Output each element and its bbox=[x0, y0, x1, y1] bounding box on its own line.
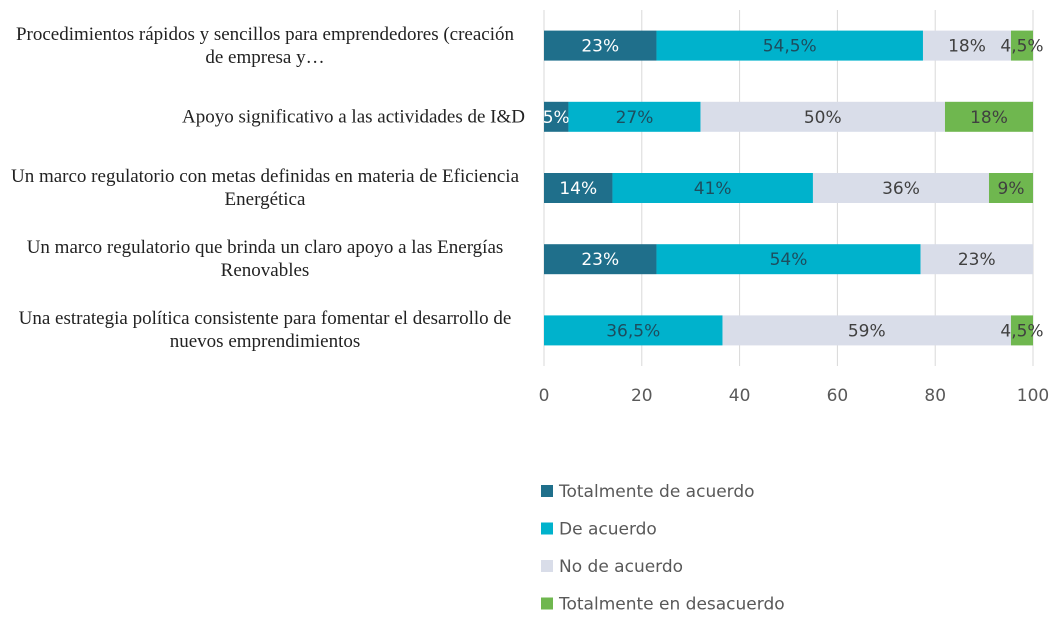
data-label: 4,5% bbox=[1000, 321, 1043, 341]
bar-segment bbox=[1010, 315, 1033, 346]
legend-label: No de acuerdo bbox=[559, 557, 683, 577]
data-label: 36,5% bbox=[606, 321, 660, 341]
data-label: 54,5% bbox=[763, 37, 817, 57]
category-label: Procedimientos rápidos y sencillos para … bbox=[15, 23, 515, 68]
bar-segment bbox=[656, 30, 923, 61]
data-label: 50% bbox=[804, 108, 842, 128]
bar-segment bbox=[812, 173, 989, 203]
x-tick-label: 80 bbox=[924, 386, 946, 406]
bar-segment bbox=[612, 173, 813, 203]
data-label: 23% bbox=[581, 37, 619, 57]
bar-segment bbox=[544, 30, 657, 61]
data-label: 23% bbox=[958, 250, 996, 270]
bar-segment bbox=[656, 244, 921, 275]
x-tick-label: 100 bbox=[1017, 386, 1049, 406]
data-label: 59% bbox=[848, 321, 886, 341]
bar-segment bbox=[568, 101, 701, 132]
legend-swatch bbox=[541, 522, 553, 535]
category-label: Un marco regulatorio que brinda un claro… bbox=[26, 237, 504, 282]
x-tick-label: 0 bbox=[539, 386, 550, 406]
bar-segment bbox=[988, 173, 1033, 203]
legend-swatch bbox=[541, 597, 553, 610]
data-label: 36% bbox=[882, 179, 920, 199]
data-label: 41% bbox=[694, 179, 732, 199]
bar-segment bbox=[1010, 30, 1033, 61]
x-tick-label: 40 bbox=[729, 386, 751, 406]
legend-label: Totalmente en desacuerdo bbox=[558, 595, 785, 615]
data-label: 23% bbox=[581, 250, 619, 270]
bar-segment bbox=[544, 244, 657, 275]
bar-segment bbox=[544, 315, 723, 346]
x-tick-label: 20 bbox=[631, 386, 653, 406]
bar-segment bbox=[544, 101, 569, 132]
data-label: 18% bbox=[948, 37, 986, 57]
legend-swatch bbox=[541, 485, 553, 497]
x-tick-label: 60 bbox=[827, 386, 849, 406]
legend-label: Totalmente de acuerdo bbox=[558, 482, 755, 502]
data-label: 5% bbox=[543, 108, 570, 128]
data-label: 14% bbox=[559, 179, 597, 199]
bar-segment bbox=[722, 315, 1011, 346]
data-label: 4,5% bbox=[1000, 37, 1043, 57]
bar-segment bbox=[944, 101, 1033, 132]
bar-segment bbox=[700, 101, 945, 132]
legend-label: De acuerdo bbox=[559, 520, 657, 540]
data-label: 54% bbox=[770, 250, 808, 270]
bar-segment bbox=[922, 30, 1011, 61]
data-label: 27% bbox=[616, 108, 654, 128]
bar-segment bbox=[920, 244, 1033, 275]
category-label: Apoyo significativo a las actividades de… bbox=[182, 106, 525, 128]
data-label: 9% bbox=[998, 179, 1025, 199]
legend-swatch bbox=[541, 560, 553, 572]
category-label: Una estrategia política consistente para… bbox=[18, 308, 512, 353]
bar-segment bbox=[544, 173, 613, 203]
category-label: Un marco regulatorio con metas definidas… bbox=[10, 166, 520, 210]
data-label: 18% bbox=[970, 108, 1008, 128]
